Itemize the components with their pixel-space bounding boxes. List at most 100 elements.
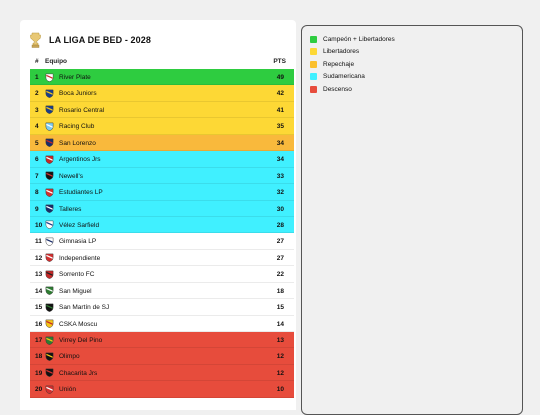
table-row: 11 Gimnasia LP 27 [30,233,294,250]
team-name: Unión [59,386,76,394]
rosario-crest-icon [45,106,54,115]
row-position: 15 [35,304,43,312]
table-row: 13 Sorrento FC 22 [30,266,294,283]
velez-crest-icon [45,221,54,230]
row-position: 9 [35,205,39,213]
row-position: 5 [35,139,39,147]
team-points: 35 [276,123,284,131]
trophy-icon [30,32,41,48]
team-points: 14 [276,320,284,328]
row-position: 19 [35,369,43,377]
row-position: 7 [35,172,39,180]
team-name: San Miguel [59,287,92,295]
table-row: 8 Estudiantes LP 32 [30,184,294,201]
team-name: San Martín de SJ [59,304,110,312]
column-header-pts: PTS [273,58,286,65]
team-name: Independiente [59,254,101,262]
table-row: 18 Olimpo 12 [30,348,294,365]
team-name: Boca Juniors [59,90,97,98]
team-points: 13 [276,337,284,344]
team-points: 27 [276,238,284,246]
sanmartin-crest-icon [45,303,54,312]
team-name: River Plate [59,74,91,81]
table-row: 7 Newell's 33 [30,167,294,185]
table-row: 12 Independiente 27 [30,249,294,267]
team-points: 34 [276,139,284,147]
standings-header: LA LIGA DE BED - 2028 [30,30,151,50]
row-position: 1 [35,74,39,81]
column-header-num: # [35,58,39,65]
table-header: # Equipo PTS [30,56,294,68]
union-crest-icon [45,385,54,394]
legend-swatch [310,48,317,55]
team-points: 12 [276,353,284,361]
row-position: 10 [35,221,43,229]
page-title: LA LIGA DE BED - 2028 [49,35,151,45]
team-points: 15 [276,304,284,312]
sanmiguel-crest-icon [45,286,54,296]
team-points: 10 [276,386,284,394]
river-crest-icon [45,73,54,82]
team-points: 41 [276,106,284,114]
team-points: 42 [276,90,284,98]
row-position: 2 [35,90,39,98]
legend-item: Campeón + Libertadores [310,34,395,44]
team-name: Argentinos Jrs [59,156,101,164]
row-position: 18 [35,353,43,361]
cska-crest-icon [45,319,54,328]
table-row: 14 San Miguel 18 [30,282,294,300]
table-row: 9 Talleres 30 [30,200,294,217]
table-row: 19 Chacarita Jrs 12 [30,364,294,382]
legend-label: Campeón + Libertadores [323,35,395,43]
legend-swatch [310,35,317,43]
team-name: Olimpo [59,353,80,361]
team-name: San Lorenzo [59,139,96,147]
legend-swatch [310,60,317,68]
chacarita-crest-icon [45,369,54,378]
team-points: 27 [276,254,284,262]
team-name: CSKA Moscu [59,320,98,328]
legend-swatch [310,85,317,93]
team-name: Talleres [59,205,82,213]
legend-item: Repechaje [310,59,354,69]
team-name: Vélez Sarfield [59,221,100,229]
table-row: 3 Rosario Central 41 [30,101,294,119]
row-position: 4 [35,123,39,131]
column-header-team: Equipo [45,58,68,65]
team-points: 22 [276,271,284,279]
table-row: 2 Boca Juniors 42 [30,85,294,102]
row-position: 20 [35,386,43,394]
team-name: Newell's [59,172,83,180]
row-position: 6 [35,156,39,164]
legend-label: Repechaje [323,60,355,68]
team-name: Sorrento FC [59,271,95,279]
talleres-crest-icon [45,204,54,213]
row-position: 17 [35,337,43,344]
team-points: 18 [276,287,284,295]
table-row: 16 CSKA Moscu 14 [30,315,294,332]
row-position: 11 [35,238,42,246]
row-position: 13 [35,271,43,279]
table-row: 10 Vélez Sarfield 28 [30,216,294,234]
newells-crest-icon [45,171,54,180]
row-position: 14 [35,287,43,295]
standings-panel: LA LIGA DE BED - 2028 # Equipo PTS 1 Rive… [20,20,296,410]
table-row: 20 Unión 10 [30,381,294,398]
racing-crest-icon [45,122,54,131]
zone-legend: Campeón + Libertadores Libertadores Repech… [301,25,523,415]
legend-swatch [310,73,317,80]
gimnasia-crest-icon [45,237,54,246]
row-position: 3 [35,106,39,114]
table-row: 1 River Plate 49 [30,69,294,86]
team-name: Gimnasia LP [59,238,97,246]
team-points: 28 [276,221,284,229]
team-name: Estudiantes LP [59,189,103,197]
team-points: 30 [276,205,284,213]
team-name: Rosario Central [59,106,105,114]
legend-label: Descenso [323,85,352,93]
team-points: 49 [276,74,284,81]
row-position: 12 [35,254,43,262]
independiente-crest-icon [45,253,54,263]
team-points: 12 [276,369,284,377]
virrey-crest-icon [45,336,54,345]
